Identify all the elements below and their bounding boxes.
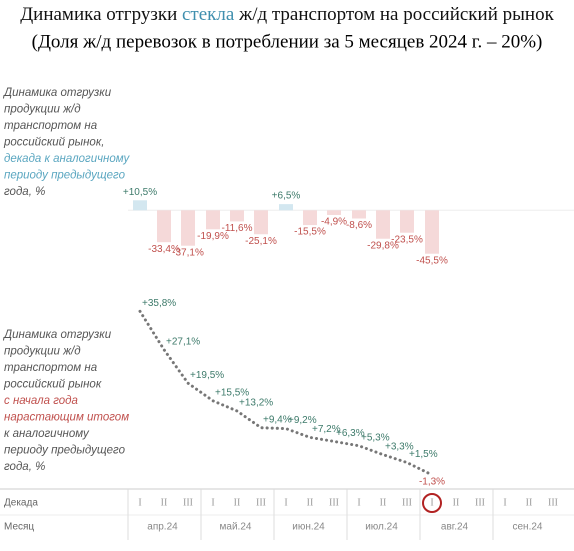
line — [138, 309, 434, 477]
annotation: нарастающим итогом — [4, 412, 129, 424]
annotation: с начала года — [4, 395, 78, 407]
bar — [230, 210, 244, 222]
data-label: +15,5% — [215, 387, 249, 398]
x-tick-label: II — [161, 497, 168, 508]
title-part: ж/д транспортом на российский рынок — [234, 4, 554, 25]
data-label: -45,5% — [416, 255, 448, 266]
x-tick-label: I — [284, 497, 287, 508]
bar — [425, 210, 439, 254]
data-label: +1,5% — [409, 449, 438, 460]
data-label: +9,2% — [288, 415, 317, 426]
data-label: -4,9% — [321, 217, 347, 228]
bar — [206, 210, 220, 230]
annotation: года, % — [4, 186, 45, 198]
annotation: российский рынок, — [3, 137, 104, 149]
x-tick-label: I — [211, 497, 214, 508]
data-label: +6,3% — [336, 428, 365, 439]
x-group-label: июл.24 — [365, 522, 398, 533]
annotation: транспортом на — [4, 120, 97, 132]
bar — [254, 210, 268, 235]
chart-title: Динамика отгрузки стекла ж/д транспортом… — [20, 4, 554, 25]
annotation: года, % — [4, 461, 45, 473]
data-label: -25,1% — [245, 236, 277, 247]
x-tick-label: II — [526, 497, 533, 508]
annotation: периоду предыдущего — [4, 445, 126, 457]
data-label: -33,4% — [148, 244, 180, 255]
data-label: -1,3% — [419, 477, 445, 488]
bar — [279, 204, 293, 211]
annotation: к аналогичному — [4, 428, 90, 440]
x-tick-label: II — [307, 497, 314, 508]
data-label: -23,5% — [391, 234, 423, 245]
x-group-label: июн.24 — [292, 522, 325, 533]
annotation: Динамика отгрузки — [2, 87, 112, 99]
title-part: стекла — [182, 4, 235, 25]
x-tick-label: II — [453, 497, 460, 508]
bar — [181, 210, 195, 246]
x-tick-label: I — [138, 497, 141, 508]
data-label: +10,5% — [123, 187, 157, 198]
data-label: +35,8% — [142, 298, 176, 309]
x-tick-label: III — [475, 497, 485, 508]
data-label: -15,5% — [294, 227, 326, 238]
x-tick-label: I — [503, 497, 506, 508]
x-row-label: Декада — [4, 498, 38, 509]
x-tick-label: III — [548, 497, 558, 508]
data-label: +13,2% — [239, 398, 273, 409]
data-label: +3,3% — [385, 441, 414, 452]
annotation: транспортом на — [4, 362, 97, 374]
data-label: +6,5% — [272, 191, 301, 202]
highlight-circle — [422, 493, 442, 513]
x-tick-label: III — [256, 497, 266, 508]
x-tick-label: III — [402, 497, 412, 508]
chart-subtitle: (Доля ж/д перевозок в потреблении за 5 м… — [32, 31, 543, 52]
bar — [352, 210, 366, 219]
data-label: -29,8% — [367, 240, 399, 251]
x-tick-label: III — [183, 497, 193, 508]
data-label: +27,1% — [166, 336, 200, 347]
bar — [133, 200, 147, 211]
annotation: продукции ж/д — [4, 346, 81, 358]
x-group-label: апр.24 — [147, 522, 178, 533]
x-group-label: сен.24 — [513, 522, 543, 533]
title-part: Динамика отгрузки — [20, 4, 182, 25]
x-tick-label: II — [380, 497, 387, 508]
bar — [327, 210, 341, 215]
x-tick-label: I — [430, 497, 433, 508]
bar — [303, 210, 317, 226]
x-tick-label: II — [234, 497, 241, 508]
bar — [376, 210, 390, 239]
annotation: декада к аналогичному — [4, 153, 131, 165]
data-label: -37,1% — [172, 247, 204, 258]
annotation: Динамика отгрузки — [2, 329, 112, 341]
annotation: периоду предыдущего — [4, 170, 126, 182]
data-label: +19,5% — [190, 370, 224, 381]
annotation: российский рынок — [3, 379, 102, 391]
data-label: -8,6% — [346, 220, 372, 231]
x-tick-label: III — [329, 497, 339, 508]
data-label: +9,4% — [263, 414, 292, 425]
data-label: +5,3% — [361, 432, 390, 443]
x-row-label: Месяц — [4, 522, 34, 533]
x-group-label: авг.24 — [441, 522, 469, 533]
data-label: -19,9% — [197, 231, 229, 242]
bar — [157, 210, 171, 243]
annotation: продукции ж/д — [4, 104, 81, 116]
data-label: +7,2% — [312, 424, 341, 435]
x-group-label: май.24 — [220, 522, 252, 533]
x-tick-label: I — [357, 497, 360, 508]
data-label: -11,6% — [222, 223, 253, 234]
bar — [400, 210, 414, 233]
